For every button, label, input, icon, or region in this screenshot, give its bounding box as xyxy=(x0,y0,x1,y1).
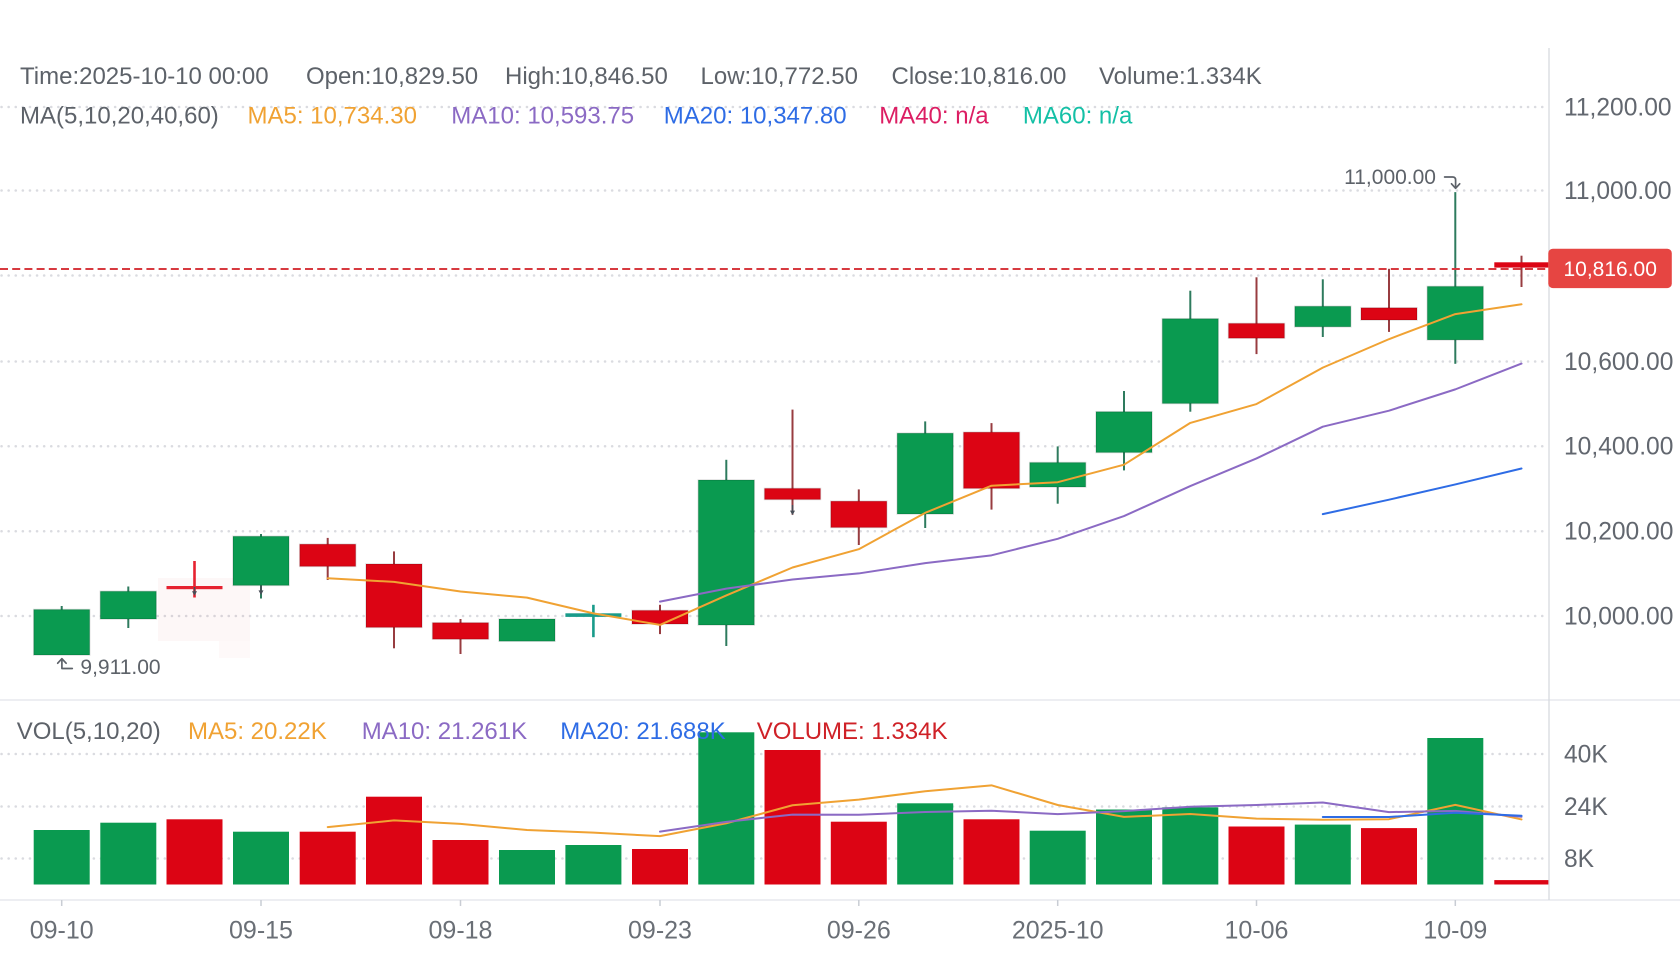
svg-text:24K: 24K xyxy=(1564,794,1608,821)
svg-text:MA10: 10,593.75: MA10: 10,593.75 xyxy=(451,103,634,130)
svg-text:9,911.00: 9,911.00 xyxy=(80,656,160,679)
svg-text:MA10: 21.261K: MA10: 21.261K xyxy=(362,718,527,745)
svg-text:10-06: 10-06 xyxy=(1225,917,1289,945)
svg-text:09-15: 09-15 xyxy=(229,917,293,945)
svg-text:11,000.00: 11,000.00 xyxy=(1344,166,1436,189)
svg-text:09-10: 09-10 xyxy=(30,917,94,945)
svg-text:10,000.00: 10,000.00 xyxy=(1564,603,1673,630)
svg-text:11,200.00: 11,200.00 xyxy=(1564,94,1672,121)
svg-text:40K: 40K xyxy=(1564,741,1608,768)
svg-text:VOLUME: 1.334K: VOLUME: 1.334K xyxy=(757,718,948,745)
svg-text:09-23: 09-23 xyxy=(628,917,692,945)
svg-text:Close:10,816.00: Close:10,816.00 xyxy=(892,63,1067,90)
svg-text:09-18: 09-18 xyxy=(429,917,493,945)
svg-text:VOL(5,10,20): VOL(5,10,20) xyxy=(17,718,161,745)
svg-text:High:10,846.50: High:10,846.50 xyxy=(505,63,668,90)
svg-text:10-09: 10-09 xyxy=(1423,917,1487,945)
svg-text:10,200.00: 10,200.00 xyxy=(1564,519,1673,546)
svg-text:MA40: n/a: MA40: n/a xyxy=(879,103,989,130)
svg-text:MA20: 21.688K: MA20: 21.688K xyxy=(560,718,725,745)
svg-text:2025-10: 2025-10 xyxy=(1012,917,1104,945)
svg-text:11,000.00: 11,000.00 xyxy=(1564,178,1672,205)
svg-text:8K: 8K xyxy=(1564,846,1595,873)
svg-text:MA60: n/a: MA60: n/a xyxy=(1023,103,1133,130)
svg-text:Open:10,829.50: Open:10,829.50 xyxy=(306,63,478,90)
svg-text:09-26: 09-26 xyxy=(827,917,891,945)
svg-text:Low:10,772.50: Low:10,772.50 xyxy=(701,63,858,90)
svg-text:Time:2025-10-10 00:00: Time:2025-10-10 00:00 xyxy=(20,63,269,90)
svg-text:10,816.00: 10,816.00 xyxy=(1563,258,1656,281)
svg-text:MA5: 10,734.30: MA5: 10,734.30 xyxy=(248,103,417,130)
svg-text:10,400.00: 10,400.00 xyxy=(1564,434,1673,461)
svg-text:MA5: 20.22K: MA5: 20.22K xyxy=(188,718,327,745)
svg-text:MA20: 10,347.80: MA20: 10,347.80 xyxy=(664,103,847,130)
svg-text:10,600.00: 10,600.00 xyxy=(1564,349,1673,376)
svg-text:Volume:1.334K: Volume:1.334K xyxy=(1099,63,1262,90)
svg-text:MA(5,10,20,40,60): MA(5,10,20,40,60) xyxy=(20,103,219,130)
